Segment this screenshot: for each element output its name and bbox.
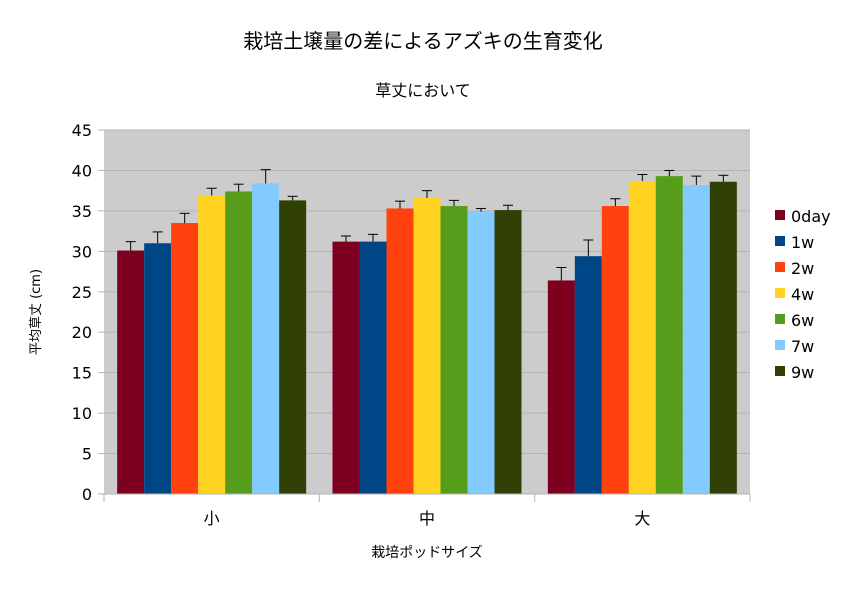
y-tick-label: 40 xyxy=(72,161,92,180)
x-axis-title: 栽培ポッドサイズ xyxy=(371,545,483,561)
y-tick-label: 35 xyxy=(72,202,92,221)
bar-1w xyxy=(359,241,387,494)
bar-4w xyxy=(198,195,226,494)
legend-swatch-9w xyxy=(775,366,785,376)
legend-label: 2w xyxy=(791,259,814,278)
bar-0day xyxy=(547,280,575,494)
bar-2w xyxy=(386,208,414,494)
bar-2w xyxy=(601,206,629,494)
axes: 0 5 10 15 20 25 30 35 40 45 小 中 大 xyxy=(72,121,751,528)
bar-0day xyxy=(332,241,360,494)
bar-6w xyxy=(225,191,253,494)
legend-swatch-4w xyxy=(775,288,785,298)
bar-7w xyxy=(682,185,710,494)
legend-swatch-7w xyxy=(775,340,785,350)
y-tick-label: 5 xyxy=(82,445,92,464)
bar-4w xyxy=(413,197,441,495)
y-tick-label: 20 xyxy=(72,323,92,342)
bars xyxy=(117,169,737,495)
chart-title: 栽培土壌量の差によるアズキの生育変化 xyxy=(243,29,602,53)
legend-swatch-2w xyxy=(775,262,785,272)
legend-label: 1w xyxy=(791,233,814,252)
bar-6w xyxy=(440,206,468,494)
y-axis-title: 平均草丈 (cm) xyxy=(29,269,44,355)
bar-9w xyxy=(494,210,522,494)
bar-4w xyxy=(628,180,656,494)
bar-0day xyxy=(117,250,145,494)
bar-1w xyxy=(574,256,602,494)
legend-swatch-6w xyxy=(775,314,785,324)
y-tick-label: 10 xyxy=(72,404,92,423)
bar-9w xyxy=(709,181,737,494)
legend-label: 0day xyxy=(791,207,831,226)
bar-2w xyxy=(171,223,199,494)
legend-label: 9w xyxy=(791,363,814,382)
bar-7w xyxy=(252,183,280,495)
bar-6w xyxy=(655,176,683,494)
x-tick-label: 大 xyxy=(634,509,650,528)
x-tick-label: 小 xyxy=(204,509,220,528)
bar-9w xyxy=(279,200,307,494)
legend: 0day 1w 2w 4w 6w 7w 9w xyxy=(775,207,831,382)
legend-label: 7w xyxy=(791,337,814,356)
chart-subtitle: 草丈において xyxy=(375,81,471,100)
y-tick-label: 0 xyxy=(82,485,92,504)
legend-swatch-1w xyxy=(775,236,785,246)
bar-1w xyxy=(144,243,172,494)
y-tick-label: 25 xyxy=(72,283,92,302)
legend-label: 6w xyxy=(791,311,814,330)
y-tick-label: 15 xyxy=(72,364,92,383)
y-tick-label: 45 xyxy=(72,121,92,140)
y-tick-label: 30 xyxy=(72,242,92,261)
bar-7w xyxy=(467,211,495,494)
legend-swatch-0day xyxy=(775,210,785,220)
legend-label: 4w xyxy=(791,285,814,304)
x-tick-label: 中 xyxy=(419,509,435,528)
